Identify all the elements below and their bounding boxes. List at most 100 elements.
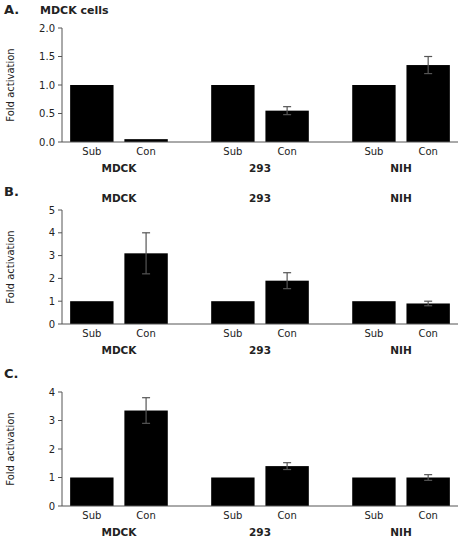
error-cap [424, 480, 432, 481]
error-cap [283, 469, 291, 470]
error-cap [142, 397, 150, 398]
tick-mark [58, 420, 62, 421]
error-bar [424, 301, 432, 306]
annotation: NIH [390, 192, 411, 204]
error-bar [283, 273, 291, 289]
axis-label: Fold activation [5, 48, 16, 121]
tick-mark [58, 506, 62, 507]
axis-line [62, 392, 63, 506]
tick-label: 1.5 [39, 51, 55, 62]
error-bar [283, 463, 291, 470]
error-line [428, 57, 429, 74]
error-cap [142, 423, 150, 424]
group-label: MDCK [101, 344, 137, 356]
error-cap [283, 114, 291, 115]
tick-label: Sub [82, 328, 101, 339]
tick-label: Con [418, 146, 437, 157]
tick-label: Sub [364, 146, 383, 157]
panel-label: B. [4, 184, 19, 199]
axis-label: Fold activation [5, 412, 16, 485]
tick-mark [58, 232, 62, 233]
error-cap [283, 462, 291, 463]
panel-label: A. [4, 2, 19, 17]
tick-label: 0 [49, 501, 55, 512]
axis-line [62, 324, 458, 325]
y-axis: 0.0 0.5 1.0 1.5 2.0 [39, 23, 62, 148]
figure: A.MDCK cells0.00.51.01.52.0Fold activati… [0, 0, 474, 546]
tick-label: Sub [223, 146, 242, 157]
tick-label: 1 [49, 296, 55, 307]
tick-mark [58, 85, 62, 86]
tick-label: 2 [49, 444, 55, 455]
bar-chart: A.MDCK cells0.00.51.01.52.0Fold activati… [0, 0, 474, 182]
tick-mark [58, 255, 62, 256]
tick-mark [58, 56, 62, 57]
group-label: 293 [249, 526, 271, 538]
error-cap [283, 272, 291, 273]
tick-label: 5 [49, 205, 55, 216]
error-bar [142, 398, 150, 424]
tick-label: 0.5 [39, 108, 55, 119]
group-label: NIH [390, 162, 411, 174]
group-label: 293 [249, 162, 271, 174]
tick-label: Sub [82, 510, 101, 521]
axis-line [62, 506, 458, 507]
tick-mark [58, 142, 62, 143]
bars [70, 233, 450, 324]
error-cap [424, 301, 432, 302]
error-line [287, 273, 288, 289]
bars [70, 398, 450, 506]
group-label: MDCK [101, 526, 137, 538]
error-bar [424, 57, 432, 74]
tick-mark [58, 392, 62, 393]
error-cap [142, 232, 150, 233]
error-line [287, 463, 288, 470]
tick-label: Con [136, 510, 155, 521]
error-cap [283, 106, 291, 107]
tick-label: Sub [223, 510, 242, 521]
error-line [287, 107, 288, 115]
tick-label: 2 [49, 273, 55, 284]
error-bar [424, 475, 432, 481]
bars [70, 57, 450, 143]
bar [211, 478, 254, 507]
tick-label: Con [277, 146, 296, 157]
error-cap [424, 474, 432, 475]
error-cap [283, 288, 291, 289]
group-label: MDCK [101, 162, 137, 174]
tick-label: 3 [49, 415, 55, 426]
bar [352, 301, 395, 324]
tick-label: Sub [364, 510, 383, 521]
tick-label: 3 [49, 250, 55, 261]
bar-chart: B.012345Fold activationSubConSubConSubCo… [0, 182, 474, 364]
bar [406, 303, 449, 324]
tick-label: 4 [49, 227, 55, 238]
error-cap [424, 305, 432, 306]
tick-label: Sub [82, 146, 101, 157]
tick-label: 1.0 [39, 80, 55, 91]
tick-mark [58, 324, 62, 325]
tick-label: 1 [49, 472, 55, 483]
bar [211, 85, 254, 142]
y-axis: 0 1 2 3 4 [49, 387, 62, 512]
error-line [145, 233, 146, 274]
bar [70, 478, 113, 507]
tick-label: 2.0 [39, 23, 55, 34]
panel-label: C. [4, 366, 18, 381]
bar [70, 85, 113, 142]
tick-label: 0.0 [39, 137, 55, 148]
error-bar [142, 233, 150, 274]
tick-label: Con [418, 328, 437, 339]
tick-mark [58, 449, 62, 450]
error-bar [283, 107, 291, 115]
annotation: 293 [249, 192, 271, 204]
group-label: NIH [390, 526, 411, 538]
tick-label: 4 [49, 387, 55, 398]
tick-mark [58, 113, 62, 114]
group-label: 293 [249, 344, 271, 356]
tick-label: Sub [364, 328, 383, 339]
bar [265, 466, 308, 506]
tick-mark [58, 278, 62, 279]
bar [124, 411, 167, 506]
tick-label: 0 [49, 319, 55, 330]
